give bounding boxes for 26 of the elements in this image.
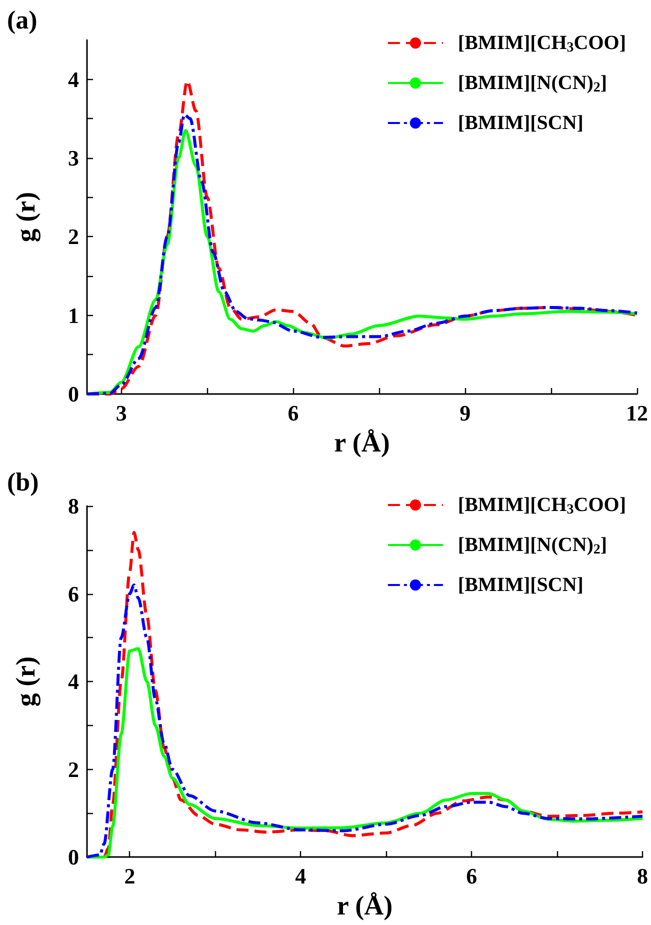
x-tick-label: 6	[466, 864, 478, 889]
x-tick-label: 12	[626, 400, 648, 426]
legend-label: [BMIM][SCN]	[458, 574, 584, 596]
y-tick-label: 2	[68, 756, 79, 782]
x-tick-label: 9	[460, 400, 471, 426]
x-tick-label: 2	[124, 864, 136, 889]
y-tick-label: 4	[68, 66, 79, 92]
chart-title: (b)	[7, 468, 39, 496]
y-axis-title: g (r)	[10, 656, 40, 707]
y-tick-label: 6	[68, 581, 79, 606]
chart-title: (a)	[7, 6, 38, 34]
x-axis-title: r (Å)	[336, 890, 393, 920]
y-tick-label: 2	[68, 224, 79, 250]
x-tick-label: 8	[637, 864, 648, 889]
y-tick-label: 0	[68, 382, 79, 406]
y-tick-label: 4	[68, 669, 79, 694]
x-tick-label: 6	[288, 400, 299, 426]
y-tick-label: 0	[68, 844, 79, 870]
y-tick-label: 1	[68, 302, 79, 328]
y-tick-label: 8	[68, 494, 79, 518]
legend-label: [BMIM][SCN]	[458, 112, 584, 134]
x-axis-title: r (Å)	[334, 427, 390, 458]
y-axis-title: g (r)	[10, 192, 40, 242]
x-tick-label: 3	[116, 400, 127, 426]
x-tick-label: 4	[295, 864, 306, 889]
y-tick-label: 3	[68, 146, 79, 170]
